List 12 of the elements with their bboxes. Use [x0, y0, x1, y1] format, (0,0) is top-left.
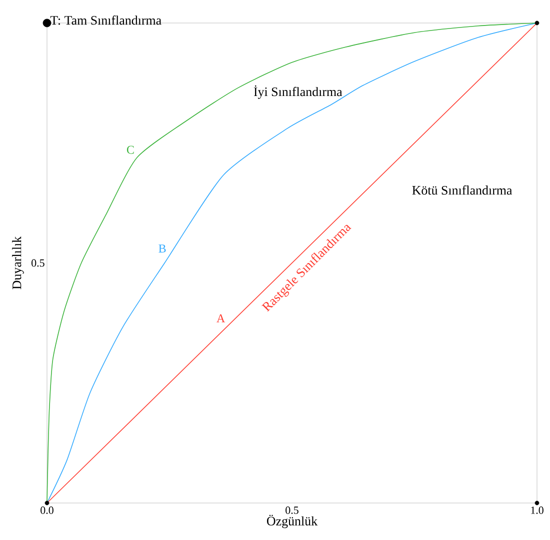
series-label: B	[158, 244, 166, 252]
series-label: A	[216, 314, 226, 322]
annotation: T: Tam Sınıflandırma	[50, 15, 162, 25]
series-label: C	[126, 146, 134, 154]
y-axis-title: Duyarlılık	[12, 236, 24, 290]
x-tick-label: 0.0	[40, 506, 54, 514]
x-tick-label: 1.0	[531, 506, 544, 514]
x-axis-title: Özgünlük	[266, 514, 318, 528]
text: 0.5	[32, 259, 44, 267]
annotation: İyi Sınıflandırma	[254, 85, 342, 99]
x-tick-label: 0.5	[286, 506, 298, 514]
annotation: Kötü Sınıflandırma	[412, 185, 512, 195]
